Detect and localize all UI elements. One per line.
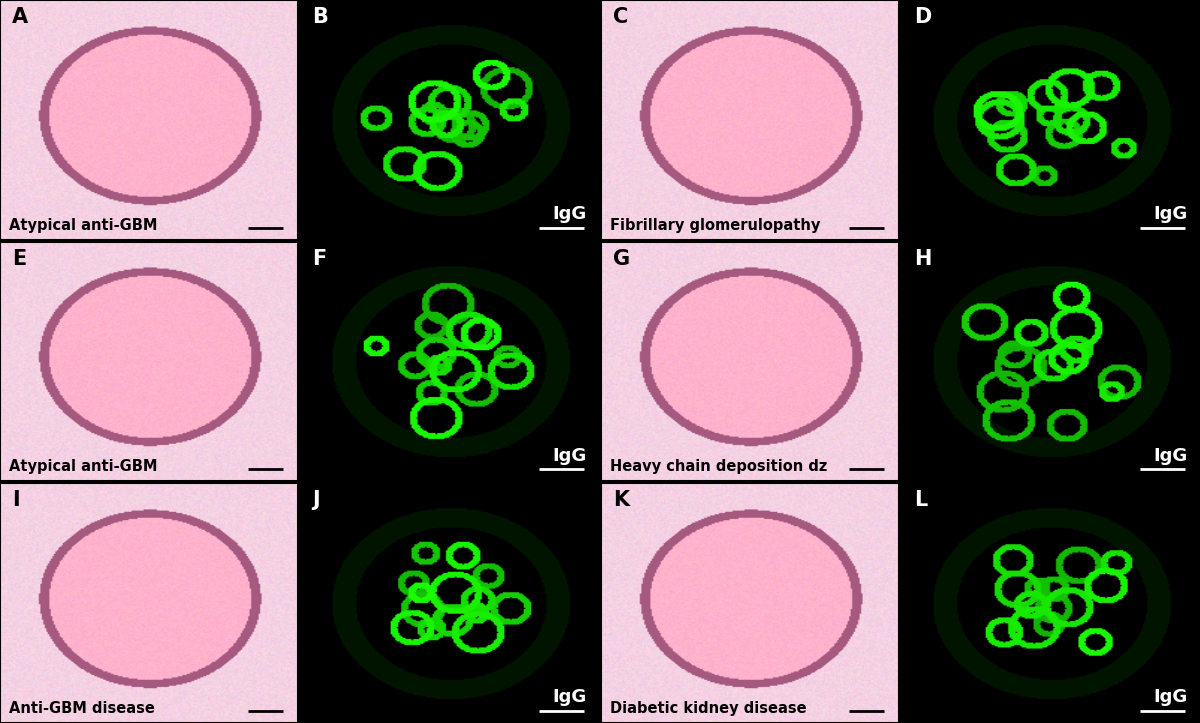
Text: Heavy chain deposition dz: Heavy chain deposition dz	[610, 459, 828, 474]
Text: K: K	[613, 490, 629, 510]
Text: G: G	[613, 249, 630, 269]
Text: H: H	[913, 249, 931, 269]
Text: J: J	[312, 490, 320, 510]
Text: IgG: IgG	[1154, 447, 1188, 465]
Text: Anti-GBM disease: Anti-GBM disease	[8, 701, 155, 716]
Text: IgG: IgG	[553, 447, 587, 465]
Text: C: C	[613, 7, 629, 27]
Text: A: A	[12, 7, 28, 27]
Text: E: E	[12, 249, 26, 269]
Text: Diabetic kidney disease: Diabetic kidney disease	[610, 701, 806, 716]
Text: IgG: IgG	[1154, 688, 1188, 706]
Text: IgG: IgG	[553, 205, 587, 223]
Text: B: B	[312, 7, 329, 27]
Text: F: F	[312, 249, 326, 269]
Text: IgG: IgG	[1154, 205, 1188, 223]
Text: Atypical anti-GBM: Atypical anti-GBM	[8, 459, 157, 474]
Text: D: D	[913, 7, 931, 27]
Text: IgG: IgG	[553, 688, 587, 706]
Text: Atypical anti-GBM: Atypical anti-GBM	[8, 218, 157, 233]
Text: L: L	[913, 490, 926, 510]
Text: Fibrillary glomerulopathy: Fibrillary glomerulopathy	[610, 218, 821, 233]
Text: I: I	[12, 490, 19, 510]
